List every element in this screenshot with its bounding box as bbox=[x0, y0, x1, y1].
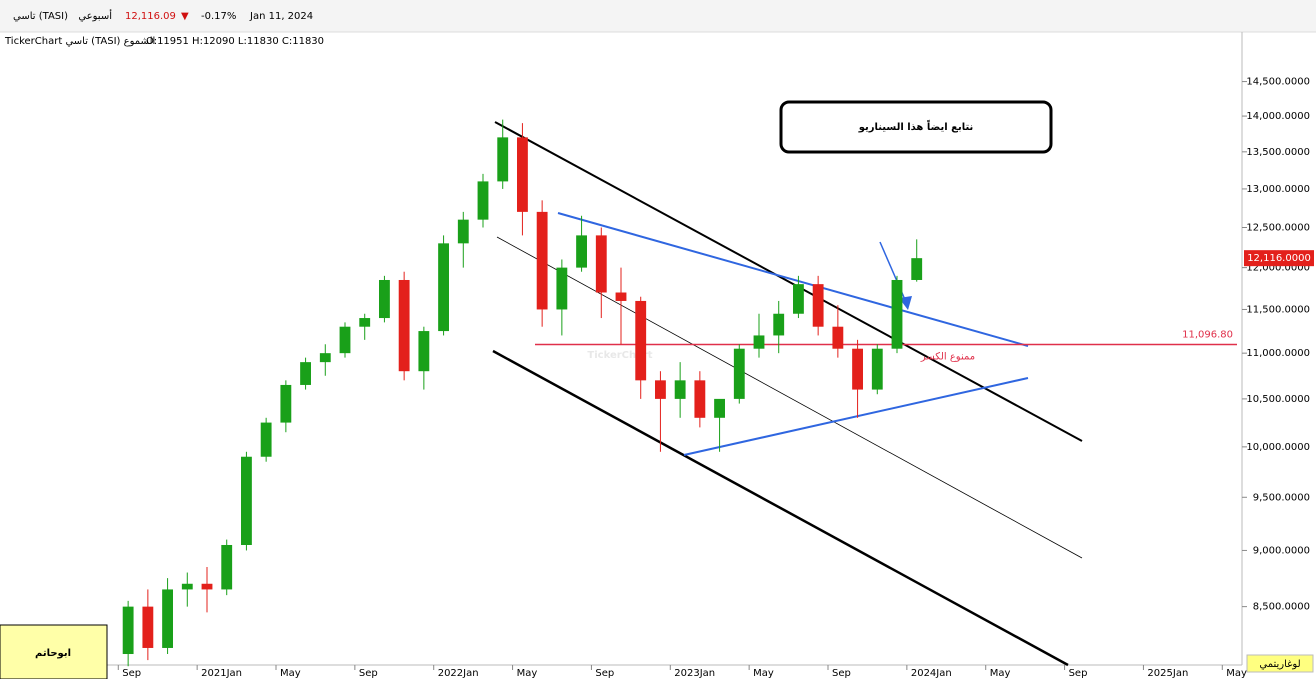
candle-body bbox=[793, 284, 804, 314]
candle-body bbox=[812, 284, 824, 327]
x-tick-label: Sep bbox=[122, 668, 141, 679]
top-bar bbox=[0, 0, 1316, 32]
candle-body bbox=[536, 211, 548, 310]
x-tick-label: Sep bbox=[359, 668, 378, 679]
candle-body bbox=[300, 362, 311, 385]
y-tick-label: 10,500.0000 bbox=[1246, 394, 1310, 405]
source: TickerChart تاسي (TASI) الشموع bbox=[4, 36, 155, 47]
candle-body bbox=[655, 380, 666, 399]
x-tick-label: 2022Jan bbox=[438, 668, 479, 679]
drawings bbox=[492, 121, 1083, 667]
y-tick-label: 11,500.0000 bbox=[1246, 304, 1310, 315]
y-tick-label: 10,000.0000 bbox=[1246, 442, 1310, 453]
scale-button[interactable] bbox=[1246, 654, 1314, 673]
candle-body bbox=[556, 267, 568, 310]
symbol: تاسي (TASI) bbox=[13, 11, 68, 22]
y-tick-label: 13,000.0000 bbox=[1246, 184, 1310, 195]
x-tick-label: May bbox=[990, 668, 1011, 679]
x-tick-label: 2023Jan bbox=[674, 668, 715, 679]
y-tick-label: 14,500.0000 bbox=[1246, 77, 1310, 88]
candle-body bbox=[517, 137, 528, 212]
candle-body bbox=[773, 313, 785, 336]
candle-body bbox=[714, 398, 725, 418]
scale-button-label[interactable]: لوغاريتمي bbox=[1259, 659, 1300, 670]
candle-body bbox=[438, 243, 449, 332]
date: Jan 11, 2024 bbox=[249, 11, 313, 22]
channel-upper bbox=[494, 121, 1083, 442]
candle-body bbox=[595, 235, 607, 293]
candle-body bbox=[674, 380, 686, 399]
x-tick-label: May bbox=[1226, 668, 1247, 679]
x-tick-label: May bbox=[280, 668, 301, 679]
x-tick-label: May bbox=[517, 668, 538, 679]
ohlc: O:11951 H:12090 L:11830 C:11830 bbox=[146, 36, 324, 47]
candle-body bbox=[280, 384, 292, 423]
x-tick-label: Sep bbox=[595, 668, 614, 679]
candle-body bbox=[379, 279, 390, 319]
candle-body bbox=[457, 219, 469, 244]
trend-lower bbox=[683, 377, 1029, 456]
candle-body bbox=[319, 353, 331, 363]
candle-body bbox=[635, 300, 647, 381]
y-tick-label: 12,500.0000 bbox=[1246, 222, 1310, 233]
author-box bbox=[0, 624, 108, 679]
candle-body bbox=[201, 583, 213, 590]
arrow: ▼ bbox=[181, 11, 189, 22]
watermark: TickerChart bbox=[587, 350, 652, 361]
candle-body bbox=[477, 181, 489, 220]
title: نتابع ايضاً هذا السيناريو bbox=[858, 119, 974, 133]
title-box bbox=[779, 100, 1053, 154]
candle-body bbox=[181, 583, 193, 590]
change: -0.17% bbox=[201, 11, 236, 22]
level-note: ممنوع الكسر bbox=[920, 352, 975, 363]
x-tick-label: Sep bbox=[832, 668, 851, 679]
x-tick-label: May bbox=[753, 668, 774, 679]
y-tick-label: 9,000.0000 bbox=[1253, 545, 1310, 556]
candle-body bbox=[339, 326, 351, 354]
candle-body bbox=[497, 137, 509, 182]
candle-body bbox=[911, 258, 923, 280]
y-tick-label: 9,500.0000 bbox=[1253, 492, 1310, 503]
candle-body bbox=[852, 348, 863, 390]
candle-body bbox=[418, 331, 430, 372]
channel-mid bbox=[496, 236, 1083, 559]
last-price-box bbox=[1244, 250, 1314, 267]
period: أسبوعي bbox=[78, 9, 112, 22]
trend-upper bbox=[557, 212, 1029, 347]
candle-body bbox=[615, 292, 627, 301]
candle-body bbox=[162, 589, 173, 648]
candle-body bbox=[122, 606, 134, 655]
candle-body bbox=[576, 235, 587, 268]
candle-body bbox=[398, 279, 410, 372]
channel-lower bbox=[492, 349, 1069, 667]
candle-body bbox=[832, 326, 844, 349]
level-label: 11,096.80 bbox=[1182, 330, 1233, 341]
x-tick-label: Sep bbox=[1069, 668, 1088, 679]
candle-body bbox=[694, 380, 706, 418]
candle-body bbox=[260, 422, 272, 457]
candle-body bbox=[733, 348, 745, 399]
x-tick-label: 2025Jan bbox=[1147, 668, 1188, 679]
price: 12,116.09 bbox=[125, 11, 176, 22]
candle-body bbox=[753, 335, 765, 349]
author: ابوحاتم bbox=[35, 648, 71, 659]
y-tick-label: 13,500.0000 bbox=[1246, 147, 1310, 158]
y-tick-label: 14,000.0000 bbox=[1246, 111, 1310, 122]
candle-body bbox=[891, 279, 903, 349]
candle-body bbox=[241, 456, 252, 545]
candle-body bbox=[871, 348, 883, 390]
candles bbox=[122, 119, 923, 667]
y-tick-label: 8,500.0000 bbox=[1253, 602, 1310, 613]
x-tick-label: 2021Jan bbox=[201, 668, 242, 679]
y-tick-label: 12,000.0000 bbox=[1246, 263, 1310, 274]
candle-body bbox=[359, 318, 371, 327]
last-price-label: 12,116.0000 bbox=[1247, 253, 1311, 264]
y-tick-label: 11,000.0000 bbox=[1246, 348, 1310, 359]
candle-body bbox=[221, 544, 233, 590]
x-tick-label: 2024Jan bbox=[911, 668, 952, 679]
candle-body bbox=[142, 606, 154, 648]
